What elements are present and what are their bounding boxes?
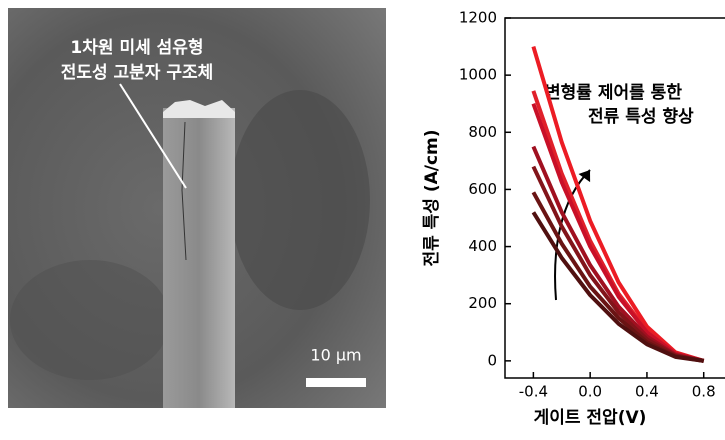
figure: 1차원 미세 섬유형 전도성 고분자 구조체 10 μm 게이트 전압(V) 전… bbox=[0, 0, 725, 436]
y-tick-label: 1200 bbox=[459, 9, 497, 27]
x-tick-label: 0.8 bbox=[692, 383, 716, 401]
x-tick-label: 0.4 bbox=[635, 383, 659, 401]
x-tick-label: -0.4 bbox=[519, 383, 548, 401]
scale-bar-label: 10 μm bbox=[310, 346, 361, 365]
y-tick-label: 400 bbox=[468, 237, 497, 255]
annotation-line: 전류 특성 향상 bbox=[588, 106, 694, 127]
sem-image: 1차원 미세 섬유형 전도성 고분자 구조체 10 μm bbox=[8, 8, 386, 408]
y-tick-label: 0 bbox=[487, 351, 497, 369]
annotation-line: 1차원 미세 섬유형 bbox=[70, 37, 203, 58]
x-axis-label: 게이트 전압(V) bbox=[534, 407, 647, 428]
series-line bbox=[533, 167, 703, 361]
y-tick-label: 1000 bbox=[459, 66, 497, 84]
y-tick-label: 200 bbox=[468, 294, 497, 312]
annotation-line: 전도성 고분자 구조체 bbox=[61, 63, 214, 83]
y-tick-label: 800 bbox=[468, 123, 497, 141]
annotation-line: 변형률 제어를 통한 bbox=[545, 82, 682, 103]
y-axis-label: 전류 특성 (A/cm) bbox=[422, 129, 442, 266]
y-tick-label: 600 bbox=[468, 180, 497, 198]
x-tick-label: 0.0 bbox=[578, 383, 602, 401]
